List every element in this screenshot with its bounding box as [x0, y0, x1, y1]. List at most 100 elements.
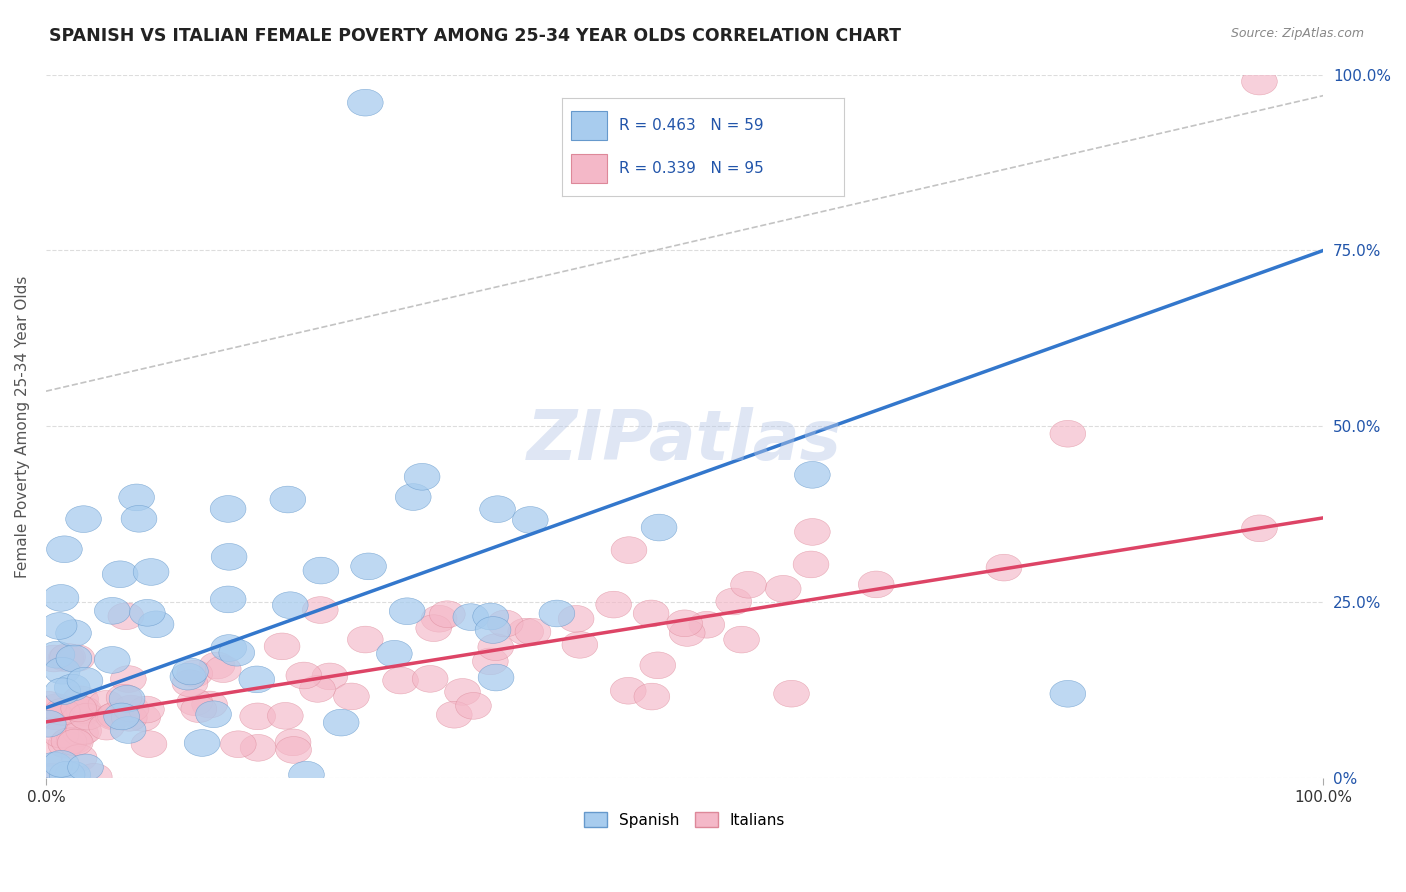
Ellipse shape — [121, 506, 157, 533]
Ellipse shape — [125, 705, 160, 731]
Ellipse shape — [63, 686, 98, 713]
Ellipse shape — [45, 678, 80, 705]
Ellipse shape — [45, 657, 80, 684]
Ellipse shape — [37, 645, 72, 672]
Ellipse shape — [51, 728, 87, 755]
Ellipse shape — [716, 588, 752, 615]
Ellipse shape — [558, 606, 593, 632]
Ellipse shape — [276, 737, 312, 764]
Ellipse shape — [405, 464, 440, 491]
Ellipse shape — [94, 647, 131, 673]
Ellipse shape — [472, 603, 509, 630]
Ellipse shape — [97, 702, 134, 729]
Ellipse shape — [596, 591, 631, 618]
Ellipse shape — [773, 681, 810, 707]
Ellipse shape — [128, 696, 165, 723]
Ellipse shape — [67, 667, 103, 694]
Ellipse shape — [276, 729, 311, 756]
Ellipse shape — [44, 750, 79, 777]
Ellipse shape — [794, 461, 830, 488]
Ellipse shape — [173, 658, 208, 685]
Ellipse shape — [66, 699, 101, 726]
Ellipse shape — [422, 606, 457, 632]
Legend: Spanish, Italians: Spanish, Italians — [578, 805, 792, 834]
Ellipse shape — [794, 518, 830, 545]
Ellipse shape — [45, 698, 80, 725]
Ellipse shape — [28, 739, 63, 766]
Ellipse shape — [67, 754, 104, 780]
Ellipse shape — [184, 730, 219, 756]
Ellipse shape — [765, 575, 801, 602]
Ellipse shape — [211, 635, 246, 661]
Ellipse shape — [56, 727, 91, 754]
Ellipse shape — [110, 685, 145, 712]
Ellipse shape — [219, 640, 254, 666]
Ellipse shape — [389, 598, 425, 624]
Ellipse shape — [986, 554, 1022, 581]
Ellipse shape — [669, 620, 704, 647]
Ellipse shape — [129, 599, 166, 626]
Ellipse shape — [240, 734, 276, 761]
Ellipse shape — [347, 89, 384, 116]
Ellipse shape — [302, 597, 339, 624]
Ellipse shape — [89, 690, 124, 717]
Ellipse shape — [273, 591, 308, 618]
Text: ZIPatlas: ZIPatlas — [527, 407, 842, 474]
Ellipse shape — [333, 683, 370, 710]
Ellipse shape — [444, 679, 481, 706]
Ellipse shape — [195, 701, 232, 728]
Ellipse shape — [138, 611, 174, 638]
Ellipse shape — [111, 665, 146, 692]
Text: Source: ZipAtlas.com: Source: ZipAtlas.com — [1230, 27, 1364, 40]
Ellipse shape — [49, 762, 84, 788]
Ellipse shape — [633, 600, 669, 627]
Ellipse shape — [59, 645, 94, 672]
Ellipse shape — [177, 689, 212, 715]
Ellipse shape — [181, 696, 217, 723]
Ellipse shape — [39, 641, 75, 668]
Ellipse shape — [267, 703, 304, 729]
Ellipse shape — [612, 537, 647, 564]
Ellipse shape — [134, 558, 169, 585]
Ellipse shape — [472, 648, 508, 674]
Ellipse shape — [264, 633, 299, 660]
Ellipse shape — [479, 496, 516, 523]
Ellipse shape — [323, 709, 359, 736]
Ellipse shape — [89, 714, 125, 740]
Ellipse shape — [538, 600, 575, 627]
Ellipse shape — [221, 731, 256, 757]
Ellipse shape — [382, 667, 419, 694]
Ellipse shape — [177, 660, 212, 687]
FancyBboxPatch shape — [571, 154, 607, 184]
Ellipse shape — [34, 764, 70, 790]
Ellipse shape — [288, 762, 325, 788]
Ellipse shape — [436, 701, 472, 728]
Ellipse shape — [239, 666, 274, 693]
Ellipse shape — [478, 665, 515, 691]
Ellipse shape — [1050, 420, 1085, 447]
Ellipse shape — [299, 675, 336, 702]
Ellipse shape — [104, 703, 139, 730]
Ellipse shape — [55, 762, 90, 788]
Ellipse shape — [69, 703, 105, 730]
Ellipse shape — [96, 703, 131, 730]
Ellipse shape — [66, 717, 101, 744]
Ellipse shape — [31, 691, 67, 718]
Ellipse shape — [131, 731, 167, 757]
Ellipse shape — [240, 703, 276, 730]
Ellipse shape — [107, 684, 142, 711]
Ellipse shape — [172, 670, 208, 697]
Ellipse shape — [63, 720, 98, 747]
Text: R = 0.463   N = 59: R = 0.463 N = 59 — [619, 118, 763, 133]
Ellipse shape — [41, 613, 77, 640]
Ellipse shape — [60, 695, 97, 722]
Ellipse shape — [39, 694, 75, 721]
Ellipse shape — [44, 722, 79, 748]
Ellipse shape — [200, 652, 235, 679]
Ellipse shape — [48, 645, 84, 672]
Ellipse shape — [94, 598, 131, 624]
Ellipse shape — [211, 543, 247, 570]
Ellipse shape — [416, 615, 451, 641]
Ellipse shape — [634, 683, 669, 710]
Ellipse shape — [610, 677, 647, 704]
